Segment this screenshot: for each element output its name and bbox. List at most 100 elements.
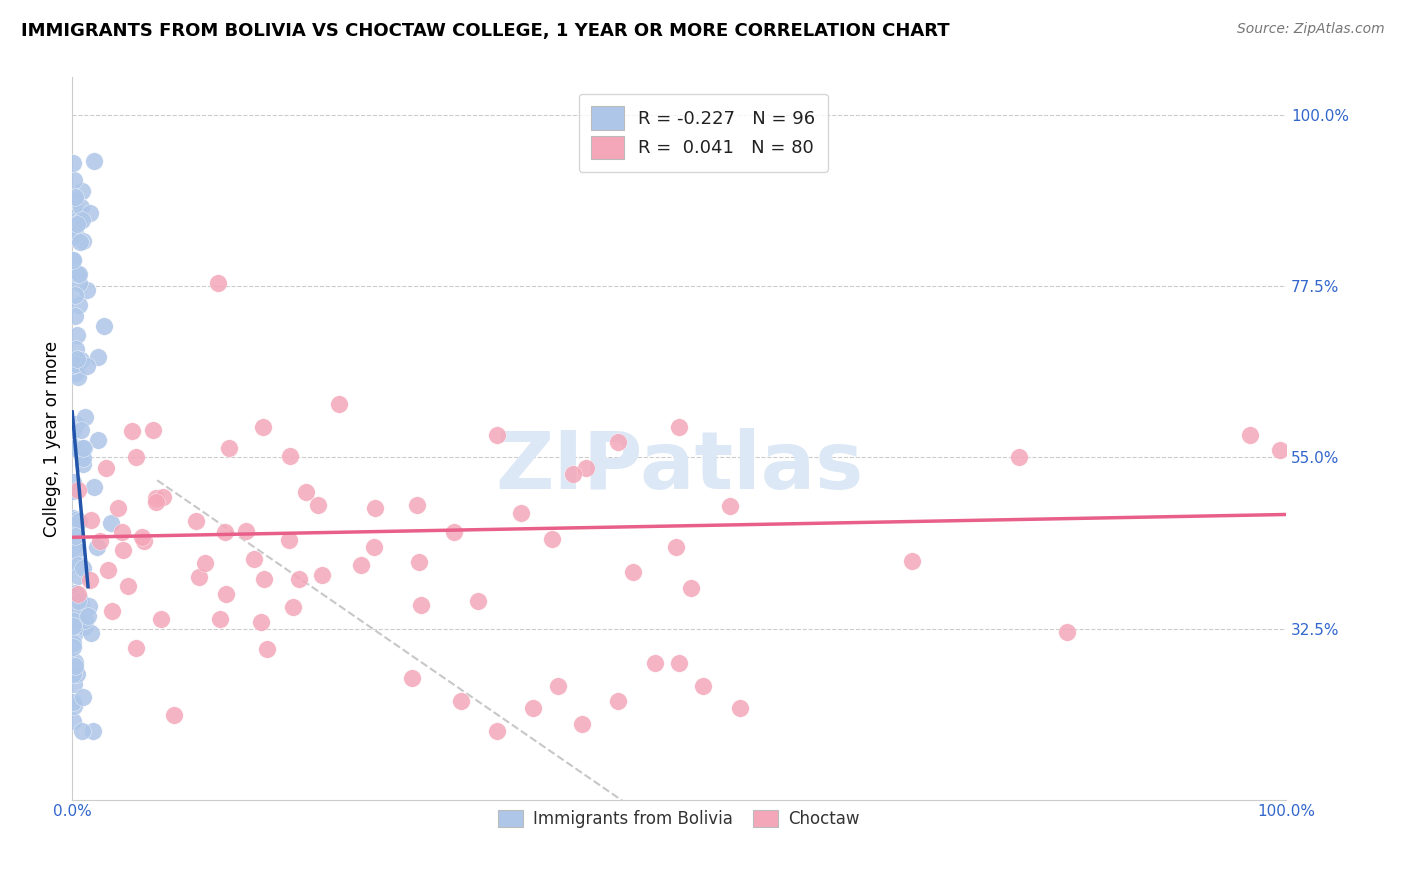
Point: [79, 573, 101, 587]
Point: [67, 215, 90, 229]
Point: [62, 268, 84, 282]
Point: [67, 207, 90, 221]
Point: [77, 609, 100, 624]
Point: [83, 480, 105, 494]
Point: [66, 269, 89, 284]
Point: [63, 539, 86, 553]
Point: [66, 568, 89, 582]
Point: [62, 640, 84, 654]
Point: [62, 635, 84, 649]
Point: [65, 310, 87, 324]
Point: [63, 513, 86, 527]
Point: [288, 573, 311, 587]
Point: [66, 268, 89, 282]
Point: [63, 440, 86, 454]
Point: [101, 604, 124, 618]
Point: [668, 420, 690, 434]
Point: [363, 541, 385, 555]
Point: [188, 570, 211, 584]
Point: [311, 567, 333, 582]
Point: [79, 206, 101, 220]
Point: [65, 542, 87, 557]
Point: [75, 618, 97, 632]
Point: [65, 343, 87, 357]
Point: [70, 185, 93, 199]
Point: [62, 555, 84, 569]
Point: [63, 288, 86, 302]
Text: ZIPatlas: ZIPatlas: [495, 428, 863, 507]
Point: [112, 543, 135, 558]
Point: [278, 450, 301, 464]
Point: [252, 420, 274, 434]
Point: [243, 552, 266, 566]
Point: [62, 613, 84, 627]
Point: [692, 679, 714, 693]
Point: [571, 716, 593, 731]
Point: [218, 441, 240, 455]
Point: [72, 441, 94, 455]
Point: [145, 495, 167, 509]
Point: [87, 350, 110, 364]
Point: [522, 701, 544, 715]
Point: [281, 599, 304, 614]
Point: [62, 589, 84, 603]
Point: [575, 460, 598, 475]
Point: [450, 694, 472, 708]
Point: [72, 457, 94, 471]
Point: [110, 525, 132, 540]
Point: [62, 358, 84, 372]
Point: [562, 467, 585, 481]
Point: [467, 594, 489, 608]
Point: [107, 500, 129, 515]
Point: [70, 423, 93, 437]
Point: [63, 529, 86, 543]
Point: [75, 613, 97, 627]
Point: [1056, 625, 1078, 640]
Point: [278, 533, 301, 548]
Point: [1008, 450, 1031, 465]
Point: [66, 328, 89, 343]
Point: [486, 427, 509, 442]
Point: [900, 554, 922, 568]
Point: [67, 298, 90, 312]
Point: [62, 525, 84, 540]
Point: [67, 603, 90, 617]
Point: [401, 671, 423, 685]
Point: [728, 701, 751, 715]
Point: [69, 235, 91, 249]
Point: [214, 525, 236, 540]
Point: [408, 555, 430, 569]
Point: [83, 154, 105, 169]
Point: [405, 498, 427, 512]
Point: [72, 451, 94, 466]
Point: [62, 510, 84, 524]
Point: [142, 423, 165, 437]
Point: [67, 276, 90, 290]
Point: [70, 597, 93, 611]
Point: [73, 410, 96, 425]
Point: [541, 532, 564, 546]
Point: [125, 450, 148, 464]
Point: [486, 724, 509, 739]
Point: [117, 579, 139, 593]
Point: [93, 319, 115, 334]
Point: [184, 514, 207, 528]
Point: [63, 677, 86, 691]
Point: [131, 530, 153, 544]
Point: [62, 252, 84, 267]
Point: [63, 655, 86, 669]
Point: [124, 640, 146, 655]
Point: [62, 423, 84, 437]
Point: [65, 366, 87, 380]
Point: [163, 708, 186, 723]
Point: [73, 620, 96, 634]
Point: [63, 173, 86, 187]
Point: [70, 352, 93, 367]
Point: [250, 615, 273, 630]
Point: [66, 667, 89, 681]
Point: [63, 614, 86, 628]
Point: [63, 585, 86, 599]
Point: [62, 628, 84, 642]
Point: [82, 724, 104, 739]
Point: [86, 433, 108, 447]
